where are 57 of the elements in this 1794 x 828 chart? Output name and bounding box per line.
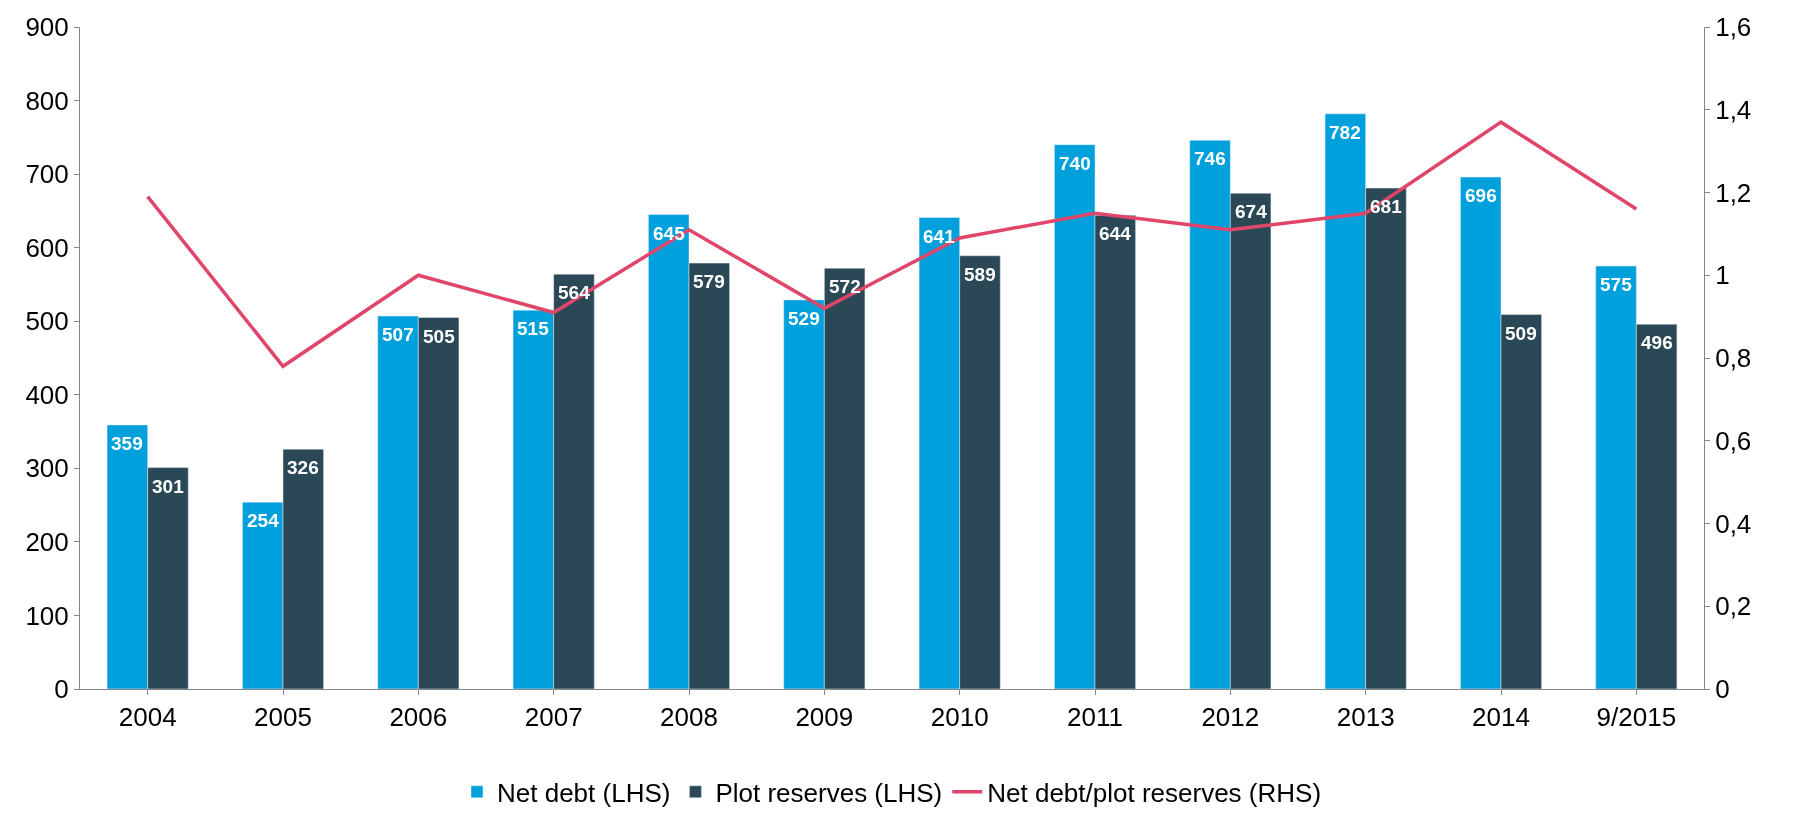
- data-label: 507: [382, 324, 414, 345]
- x-tick-label: 9/2015: [1596, 702, 1677, 733]
- x-tick-label: 2006: [389, 702, 448, 733]
- data-label: 359: [111, 433, 143, 454]
- y-tick-label: 300: [25, 453, 69, 484]
- x-tick-label: 2013: [1336, 702, 1395, 733]
- x-tick-label: 2007: [524, 702, 583, 733]
- data-label: 509: [1505, 323, 1537, 344]
- data-label: 254: [247, 510, 280, 531]
- y-tick-label: 700: [25, 159, 69, 190]
- x-tick-label: 2004: [118, 702, 177, 733]
- y-tick-label: 400: [25, 379, 69, 410]
- legend-label: Plot reserves (LHS): [715, 777, 943, 808]
- data-label: 746: [1194, 148, 1226, 169]
- y2-tick-label: 1,2: [1715, 177, 1752, 208]
- x-tick-label: 2009: [795, 702, 854, 733]
- legend-label: Net debt/plot reserves (RHS): [987, 777, 1322, 808]
- data-label: 740: [1059, 153, 1091, 174]
- data-label: 301: [152, 476, 185, 497]
- x-tick-label: 2010: [930, 702, 989, 733]
- y2-tick-label: 0,6: [1715, 425, 1752, 456]
- data-label: 326: [287, 457, 319, 478]
- legend-label: Net debt (LHS): [497, 777, 671, 808]
- y2-tick-label: 0,4: [1715, 508, 1752, 539]
- x-tick-label: 2005: [254, 702, 312, 733]
- data-label: 782: [1329, 122, 1361, 143]
- data-label: 572: [829, 276, 861, 297]
- x-tick-label: 2014: [1472, 702, 1530, 733]
- data-label: 515: [517, 318, 550, 339]
- y-tick-label: 100: [25, 600, 69, 631]
- x-tick-label: 2008: [660, 702, 718, 733]
- y-tick-label: 800: [25, 85, 69, 116]
- y-tick-label: 200: [25, 526, 69, 557]
- data-label: 496: [1641, 332, 1673, 353]
- y2-tick-label: 0: [1715, 674, 1730, 705]
- data-label: 641: [923, 226, 956, 247]
- data-label: 575: [1600, 274, 1633, 295]
- x-tick-label: 2012: [1201, 702, 1260, 733]
- data-label: 645: [653, 223, 686, 244]
- line-series: [145, 120, 1639, 369]
- data-label: 529: [788, 308, 820, 329]
- x-tick-label: 2011: [1067, 702, 1123, 733]
- y-tick-label: 600: [25, 232, 69, 263]
- y2-tick-label: 0,8: [1715, 343, 1752, 374]
- data-label: 505: [423, 326, 456, 347]
- y2-tick-label: 1: [1715, 260, 1730, 291]
- y2-tick-label: 0,2: [1715, 591, 1752, 622]
- y2-tick-label: 1,4: [1715, 94, 1752, 125]
- data-label: 589: [964, 264, 996, 285]
- y2-tick-label: 1,6: [1715, 12, 1752, 43]
- data-label: 696: [1465, 185, 1497, 206]
- data-label: 674: [1235, 201, 1268, 222]
- y-tick-label: 500: [25, 306, 69, 337]
- data-label: 644: [1099, 223, 1132, 244]
- y-tick-label: 0: [54, 674, 69, 705]
- y-tick-label: 900: [25, 12, 69, 43]
- data-label: 579: [693, 271, 725, 292]
